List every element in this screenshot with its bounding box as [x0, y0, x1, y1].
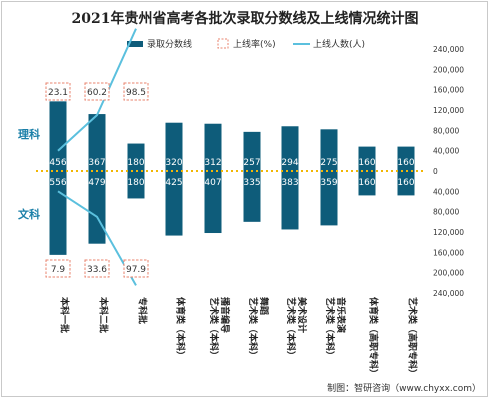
bar-wenke-bottom	[320, 171, 338, 226]
y-tick-label: 0	[433, 167, 438, 176]
y-tick-label: 240,000	[433, 289, 464, 298]
value-label-like: 180	[127, 158, 144, 168]
legend-label-bar: 录取分数线	[147, 38, 192, 50]
value-label-like: 294	[281, 158, 298, 168]
y-tick-label: 40,000	[433, 147, 459, 156]
value-label-wenke: 359	[320, 178, 337, 188]
x-tick-label: 体育类（高职专科）	[368, 297, 380, 378]
x-tick-label: 艺术类（本科）	[208, 297, 220, 360]
x-tick-label: 播音编导	[219, 297, 231, 333]
value-label-wenke: 335	[243, 178, 260, 188]
rate-label-wenke-box	[45, 259, 71, 278]
y-tick-label: 40,000	[433, 187, 459, 196]
value-label-wenke: 160	[397, 178, 414, 188]
bar-like-top	[165, 122, 183, 171]
y-tick-label: 120,000	[433, 228, 464, 237]
bar-like-top	[49, 101, 67, 171]
y-tick-label: 240,000	[433, 45, 464, 54]
y-tick-label: 80,000	[433, 126, 459, 135]
x-tick-label: 体育类（本科）	[175, 297, 187, 360]
value-label-wenke: 479	[88, 178, 105, 188]
bar-wenke-bottom	[358, 171, 376, 196]
bar-wenke-bottom	[281, 171, 299, 230]
value-label-like: 275	[320, 158, 337, 168]
legend-label-line: 上线人数(人)	[313, 38, 365, 50]
value-label-wenke: 407	[204, 178, 221, 188]
y-tick-label: 160,000	[433, 86, 464, 95]
bar-wenke-bottom	[397, 171, 415, 196]
rate-label-wenke: 33.6	[87, 265, 107, 275]
y-tick-label: 200,000	[433, 269, 464, 278]
bar-wenke-bottom	[165, 171, 183, 236]
chart-title: 2021年贵州省高考各批次录取分数线及上线情况统计图	[72, 10, 419, 27]
value-label-like: 160	[358, 158, 375, 168]
y-tick-label: 80,000	[433, 208, 459, 217]
bar-like-top	[88, 114, 106, 171]
side-label-wenke: 文科	[18, 207, 40, 221]
bar-wenke-bottom	[204, 171, 222, 234]
rate-label-like-box	[45, 82, 71, 101]
value-label-like: 160	[397, 158, 414, 168]
value-label-like: 257	[243, 158, 260, 168]
value-label-wenke: 160	[358, 178, 375, 188]
x-tick-label: 艺术类（高职专科）	[407, 297, 419, 378]
bar-like-top	[281, 126, 299, 171]
bar-like-top	[204, 123, 222, 171]
legend-label-box: 上线率(%)	[233, 38, 276, 50]
rate-label-wenke: 7.9	[51, 265, 66, 275]
value-label-like: 367	[88, 158, 105, 168]
enrolled-line-like	[57, 28, 137, 152]
x-tick-label: 艺术类（本科）	[324, 297, 336, 360]
bar-wenke-bottom	[127, 171, 145, 199]
value-label-like: 320	[165, 158, 182, 168]
bar-like-top	[397, 146, 415, 171]
rate-label-like-box	[123, 82, 149, 101]
value-label-like: 312	[204, 158, 221, 168]
bar-like-top	[127, 143, 145, 171]
value-label-wenke: 383	[281, 178, 298, 188]
y-tick-label: 120,000	[433, 106, 464, 115]
bar-like-top	[320, 129, 338, 171]
rate-label-wenke: 97.9	[126, 265, 146, 275]
y-tick-label: 200,000	[433, 65, 464, 74]
x-tick-label: 美术设计	[296, 297, 308, 333]
x-tick-label: 本科一批	[59, 297, 71, 333]
side-label-like: 理科	[18, 127, 40, 141]
x-tick-label: 本科二批	[98, 297, 110, 333]
rate-label-wenke-box	[84, 259, 110, 278]
x-tick-label: 舞蹈	[258, 297, 270, 315]
value-label-wenke: 180	[127, 178, 144, 188]
legend-swatch-box	[217, 38, 229, 49]
bar-like-top	[358, 146, 376, 171]
x-tick-label: 艺术类（本科）	[285, 297, 297, 360]
value-label-wenke: 556	[49, 178, 66, 188]
value-label-wenke: 425	[165, 178, 182, 188]
bar-wenke-bottom	[49, 171, 67, 255]
bar-wenke-bottom	[243, 171, 261, 222]
rate-label-like-box	[84, 82, 110, 101]
y-tick-label: 160,000	[433, 248, 464, 257]
x-tick-label: 音乐表演	[335, 297, 347, 333]
enrolled-line-wenke	[57, 190, 137, 286]
rate-label-wenke-box	[123, 259, 149, 278]
x-tick-label: 专科批	[137, 297, 149, 324]
x-tick-label: 艺术类（本科）	[247, 297, 259, 360]
value-label-like: 456	[49, 158, 66, 168]
rate-label-like: 98.5	[126, 88, 146, 98]
rate-label-like: 23.1	[48, 88, 68, 98]
source-note: 制图：智研咨询（www.chyxx.com）	[327, 382, 481, 394]
legend-swatch-bar	[127, 41, 143, 47]
rate-label-like: 60.2	[87, 88, 107, 98]
bar-like-top	[243, 131, 261, 171]
